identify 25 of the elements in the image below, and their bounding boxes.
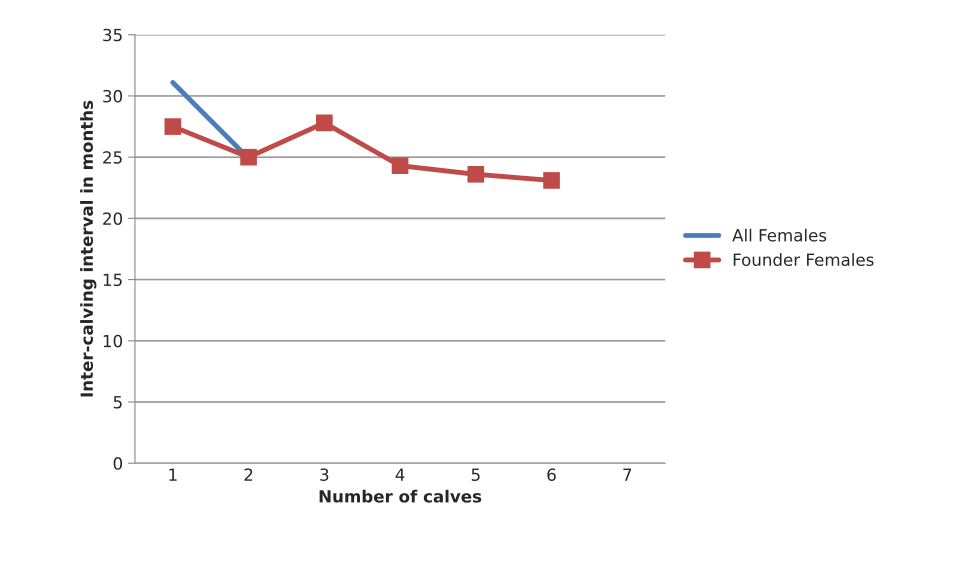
legend-label: All Females — [732, 228, 826, 242]
y-tick-label: 30 — [103, 90, 122, 103]
y-tick-label: 25 — [103, 151, 122, 164]
point — [164, 118, 182, 135]
x-axis-title: Number of calves — [320, 490, 482, 503]
legend-label: Founder Females — [734, 253, 874, 266]
x-tick-label: 1 — [169, 468, 177, 481]
y-tick-label: 15 — [104, 274, 122, 286]
point — [316, 114, 333, 132]
x-tick-label: 3 — [320, 468, 328, 481]
point — [240, 148, 257, 166]
y-tick-label: 35 — [103, 28, 122, 42]
y-tick-label: 20 — [103, 212, 122, 225]
y-axis-title: Inter-calving interval in months — [80, 100, 96, 396]
x-tick-label: 7 — [623, 468, 632, 481]
point — [392, 157, 408, 174]
y-tick-label: 10 — [104, 334, 122, 348]
x-tick-label: 5 — [472, 468, 480, 481]
point — [543, 172, 560, 189]
y-tick-label: 5 — [114, 396, 122, 409]
x-tick-label: 2 — [244, 468, 252, 481]
x-tick-label: 6 — [547, 468, 556, 481]
point — [467, 166, 484, 183]
y-tick-label: 0 — [114, 457, 122, 470]
x-tick-label: 4 — [396, 468, 404, 481]
